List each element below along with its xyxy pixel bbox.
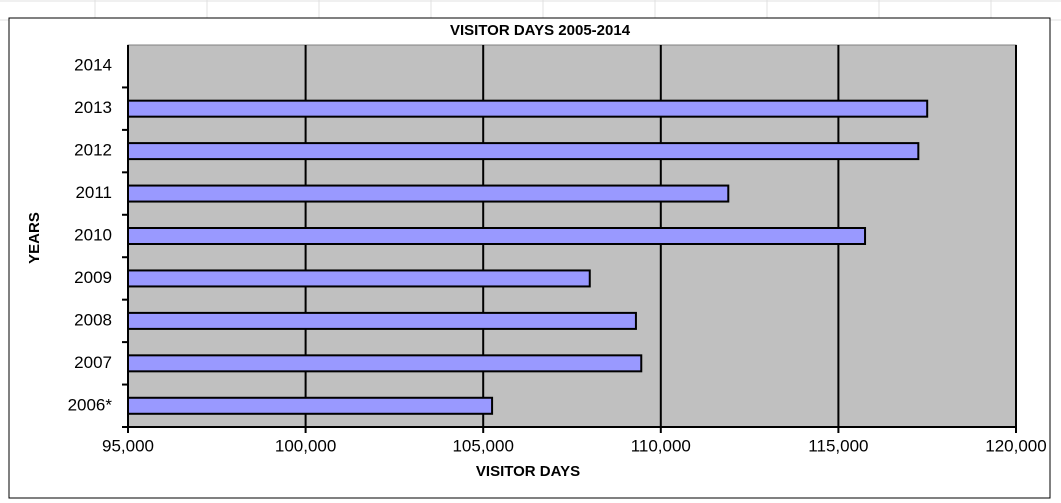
bar: [127, 184, 730, 203]
bar: [127, 142, 920, 161]
y-axis-title: YEARS: [26, 212, 43, 264]
x-tick-label: 120,000: [985, 436, 1046, 455]
x-tick-label: 95,000: [102, 436, 154, 455]
x-tick-label: 110,000: [631, 436, 691, 455]
bar: [127, 269, 591, 288]
bar: [127, 354, 643, 373]
sheet-grid: [0, 0, 1061, 21]
bar: [127, 311, 637, 330]
y-tick-label: 2006*: [68, 395, 113, 414]
y-tick-label: 2014: [74, 56, 112, 75]
bar: [127, 99, 929, 118]
y-tick-label: 2007: [74, 353, 112, 372]
bar: [127, 227, 867, 245]
y-tick-label: 2008: [74, 310, 112, 329]
x-axis-title: VISITOR DAYS: [476, 463, 580, 480]
chart-title: VISITOR DAYS 2005-2014: [450, 22, 631, 39]
x-tick-label: 105,000: [452, 436, 513, 455]
y-tick-label: 2012: [74, 141, 112, 160]
x-tick-label: 115,000: [808, 436, 868, 455]
x-tick-label: 100,000: [275, 436, 336, 455]
y-tick-label: 2009: [74, 268, 112, 287]
y-tick-label: 2010: [74, 225, 112, 244]
bar: [127, 396, 494, 415]
y-tick-label: 2011: [75, 183, 112, 202]
y-tick-label: 2013: [74, 98, 112, 117]
